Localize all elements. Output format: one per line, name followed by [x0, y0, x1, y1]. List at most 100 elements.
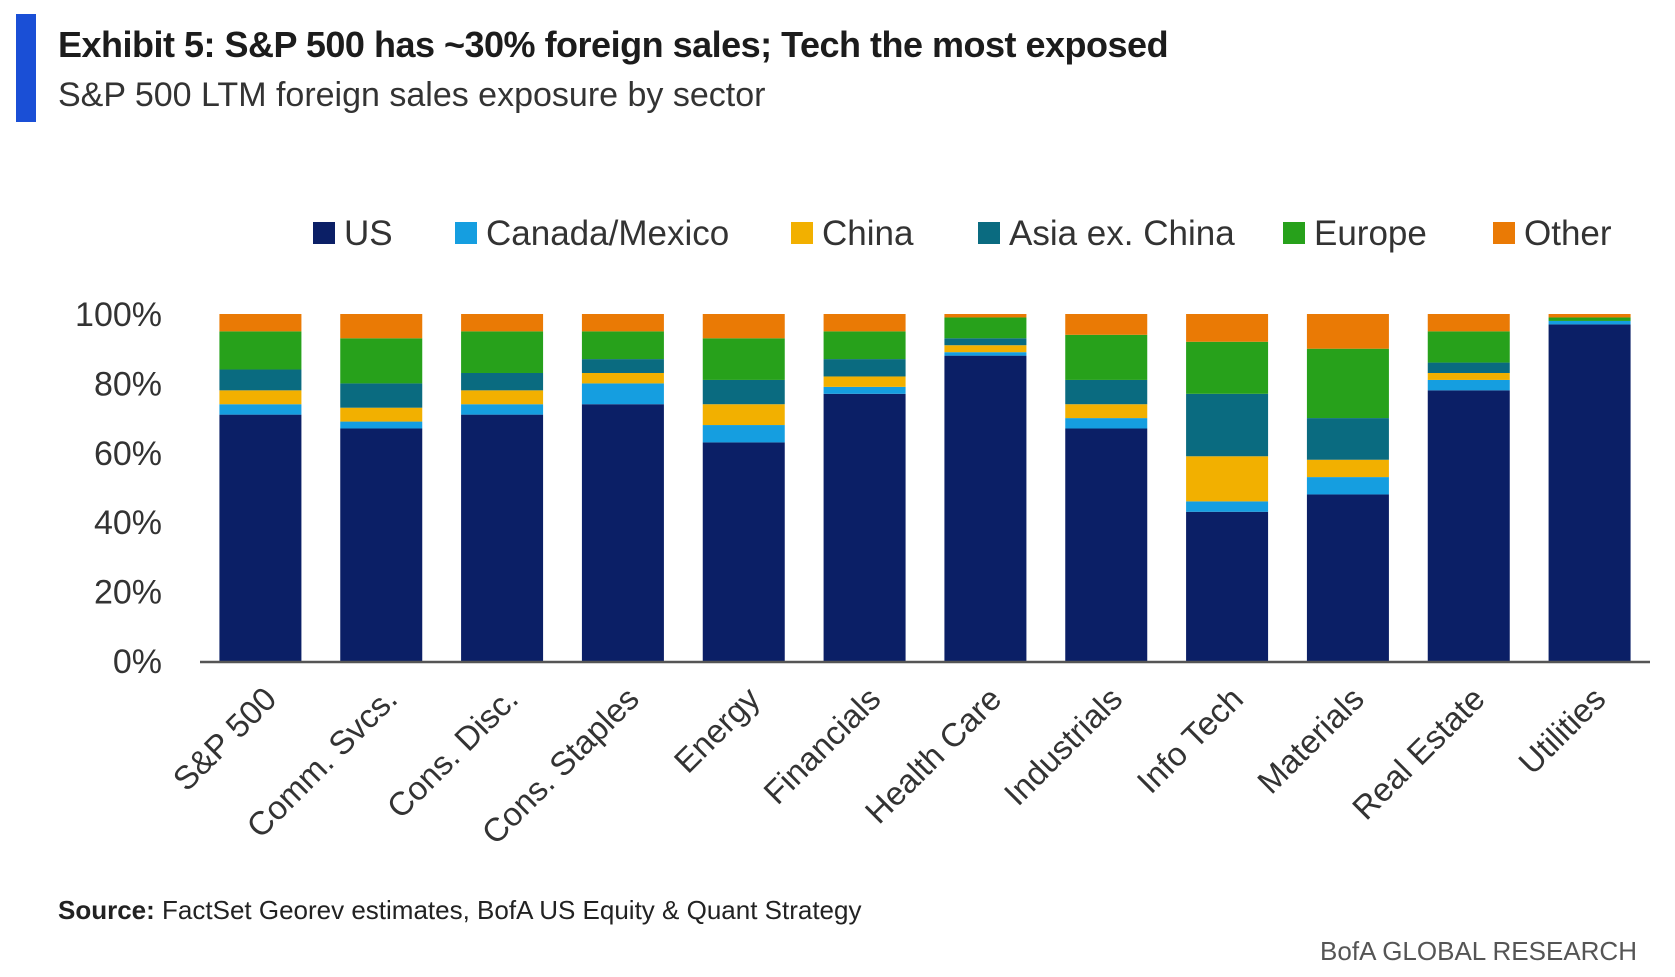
bar-segment-other — [1548, 314, 1631, 318]
bar-segment-europe — [581, 331, 664, 360]
bar-segment-us — [1186, 511, 1269, 661]
bar-segment-us — [944, 355, 1027, 661]
legend-item-canada-mexico: Canada/Mexico — [455, 214, 729, 253]
y-tick-label: 100% — [75, 296, 162, 334]
legend-label: US — [344, 214, 393, 253]
bar-stack-health-care — [944, 314, 1027, 661]
legend-swatch — [313, 222, 335, 244]
x-tick-label: Financials — [756, 680, 887, 811]
bar-segment-china — [702, 404, 785, 426]
bar-segment-europe — [1548, 317, 1631, 321]
bar-segment-asia-ex-china — [1427, 362, 1510, 373]
y-tick-label: 20% — [94, 574, 162, 612]
bar-segment-us — [340, 428, 423, 661]
bar-segment-asia-ex-china — [702, 379, 785, 405]
bar-segment-china — [219, 390, 302, 405]
x-tick-label: Real Estate — [1345, 680, 1492, 827]
bar-segment-canada-mexico — [1306, 477, 1389, 495]
bar-stack-comm-svcs — [340, 314, 423, 661]
title-accent-bar — [16, 14, 36, 122]
bar-stack-s-p-500 — [219, 314, 302, 661]
y-tick-label: 60% — [94, 435, 162, 473]
bar-segment-europe — [1186, 341, 1269, 394]
bar-stack-cons-disc — [461, 314, 544, 661]
bar-segment-other — [461, 314, 544, 332]
bar-segment-canada-mexico — [823, 386, 906, 394]
bar-segment-china — [1065, 404, 1148, 419]
bar-segment-us — [702, 442, 785, 661]
bar-segment-other — [340, 314, 423, 339]
bar-segment-us — [1065, 428, 1148, 661]
legend-label: Europe — [1314, 214, 1427, 253]
source-note: Source: FactSet Georev estimates, BofA U… — [58, 895, 861, 926]
bar-segment-asia-ex-china — [219, 369, 302, 391]
legend-label: Asia ex. China — [1009, 214, 1235, 253]
legend-label: Other — [1524, 214, 1612, 253]
bar-segment-other — [219, 314, 302, 332]
bar-segment-europe — [1427, 331, 1510, 363]
x-tick-label: Industrials — [997, 680, 1130, 813]
bar-stack-financials — [823, 314, 906, 661]
bar-segment-canada-mexico — [219, 404, 302, 415]
bar-segment-asia-ex-china — [461, 372, 544, 391]
bar-segment-asia-ex-china — [944, 338, 1027, 346]
bar-segment-europe — [823, 331, 906, 360]
legend-swatch — [1493, 222, 1515, 244]
bar-segment-asia-ex-china — [1306, 418, 1389, 460]
bar-segment-canada-mexico — [340, 421, 423, 429]
bar-stack-energy — [702, 314, 785, 661]
y-tick-label: 40% — [94, 504, 162, 542]
bar-segment-canada-mexico — [581, 383, 664, 405]
chart-subtitle: S&P 500 LTM foreign sales exposure by se… — [58, 76, 766, 114]
bar-segment-other — [1186, 314, 1269, 342]
bar-segment-us — [581, 404, 664, 661]
bar-segment-asia-ex-china — [1065, 379, 1148, 405]
bar-segment-other — [1427, 314, 1510, 332]
bar-segment-us — [1427, 390, 1510, 661]
bar-segment-us — [219, 414, 302, 661]
bar-segment-europe — [1065, 334, 1148, 380]
bar-segment-canada-mexico — [1427, 379, 1510, 391]
legend-item-china: China — [791, 214, 914, 253]
bar-segment-us — [1306, 494, 1389, 661]
bar-segment-china — [340, 407, 423, 422]
bar-stack-real-estate — [1427, 314, 1510, 661]
legend-item-europe: Europe — [1283, 214, 1427, 253]
chart-legend: US Canada/Mexico China Asia ex. China Europe… — [313, 214, 1612, 253]
bar-segment-us — [1548, 324, 1631, 661]
bar-segment-canada-mexico — [944, 352, 1027, 356]
bar-segment-canada-mexico — [702, 425, 785, 443]
bar-segment-us — [461, 414, 544, 661]
bar-segment-asia-ex-china — [581, 359, 664, 373]
bar-segment-other — [702, 314, 785, 339]
bar-segment-europe — [944, 317, 1027, 339]
legend-label: China — [822, 214, 914, 253]
legend-item-asia-ex-china: Asia ex. China — [978, 214, 1235, 253]
bar-segment-europe — [219, 331, 302, 370]
y-tick-label: 0% — [113, 643, 162, 681]
bar-stack-materials — [1306, 314, 1389, 661]
bar-stack-info-tech — [1186, 314, 1269, 661]
bar-segment-china — [461, 390, 544, 405]
bar-stack-industrials — [1065, 314, 1148, 661]
legend-swatch — [791, 222, 813, 244]
bar-segment-canada-mexico — [461, 404, 544, 415]
bar-segment-canada-mexico — [1065, 418, 1148, 429]
bar-area — [219, 314, 1631, 661]
bar-segment-china — [1306, 459, 1389, 478]
legend-swatch — [1283, 222, 1305, 244]
y-tick-label: 80% — [94, 365, 162, 403]
legend-item-us: US — [313, 214, 393, 253]
bar-segment-china — [1427, 372, 1510, 380]
bar-segment-europe — [340, 338, 423, 384]
bar-segment-asia-ex-china — [340, 383, 423, 408]
source-label: Source: — [58, 895, 155, 925]
bar-segment-asia-ex-china — [823, 359, 906, 377]
legend-swatch — [455, 222, 477, 244]
x-tick-label: Utilities — [1511, 680, 1612, 781]
bar-segment-other — [1065, 314, 1148, 335]
bar-segment-canada-mexico — [1186, 501, 1269, 512]
bar-stack-utilities — [1548, 314, 1631, 661]
bar-stack-cons-staples — [581, 314, 664, 661]
